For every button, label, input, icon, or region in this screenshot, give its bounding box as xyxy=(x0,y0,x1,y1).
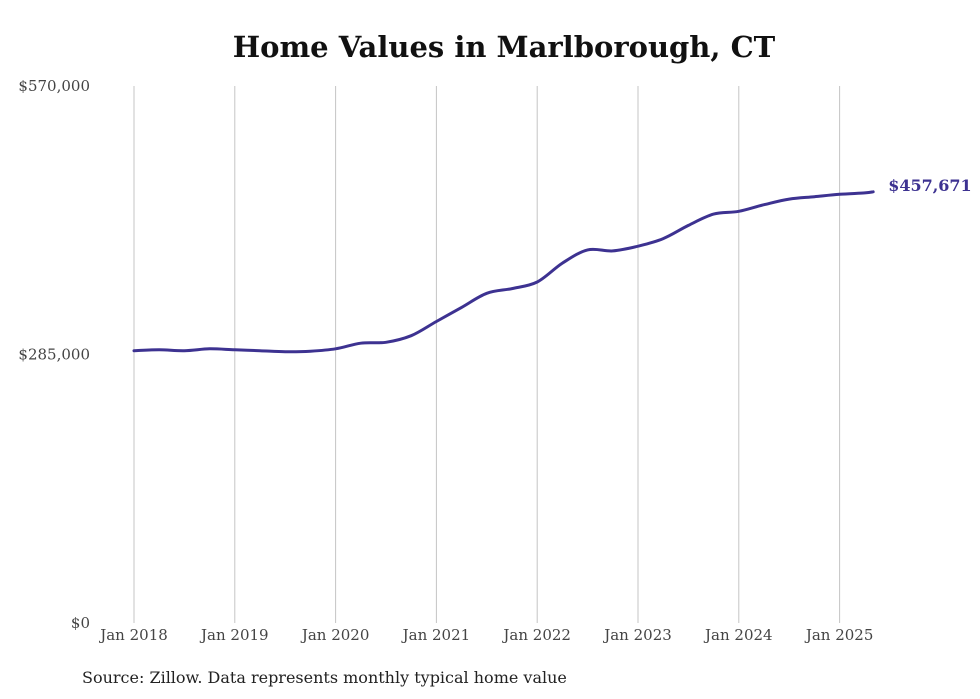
chart-title: Home Values in Marlborough, CT xyxy=(232,30,776,64)
y-axis-ticks: $0 $285,000 $570,000 xyxy=(18,77,90,632)
x-tick-label: Jan 2025 xyxy=(804,626,874,644)
home-value-line xyxy=(132,190,875,354)
x-tick-label: Jan 2021 xyxy=(401,626,471,644)
x-tick-label: Jan 2019 xyxy=(199,626,269,644)
x-tick-label: Jan 2024 xyxy=(703,626,773,644)
latest-value-label: $457,671 xyxy=(888,176,972,195)
y-tick-label: $285,000 xyxy=(18,346,90,364)
grid-lines xyxy=(133,86,841,623)
x-tick-label: Jan 2018 xyxy=(98,626,168,644)
x-axis-ticks: Jan 2018 Jan 2019 Jan 2020 Jan 2021 Jan 2022… xyxy=(98,626,873,644)
source-note: Source: Zillow. Data represents monthly … xyxy=(82,668,567,687)
y-tick-label: $570,000 xyxy=(18,77,90,95)
x-tick-label: Jan 2023 xyxy=(602,626,672,644)
y-tick-label: $0 xyxy=(71,614,90,632)
x-tick-label: Jan 2022 xyxy=(501,626,571,644)
x-tick-label: Jan 2020 xyxy=(300,626,370,644)
